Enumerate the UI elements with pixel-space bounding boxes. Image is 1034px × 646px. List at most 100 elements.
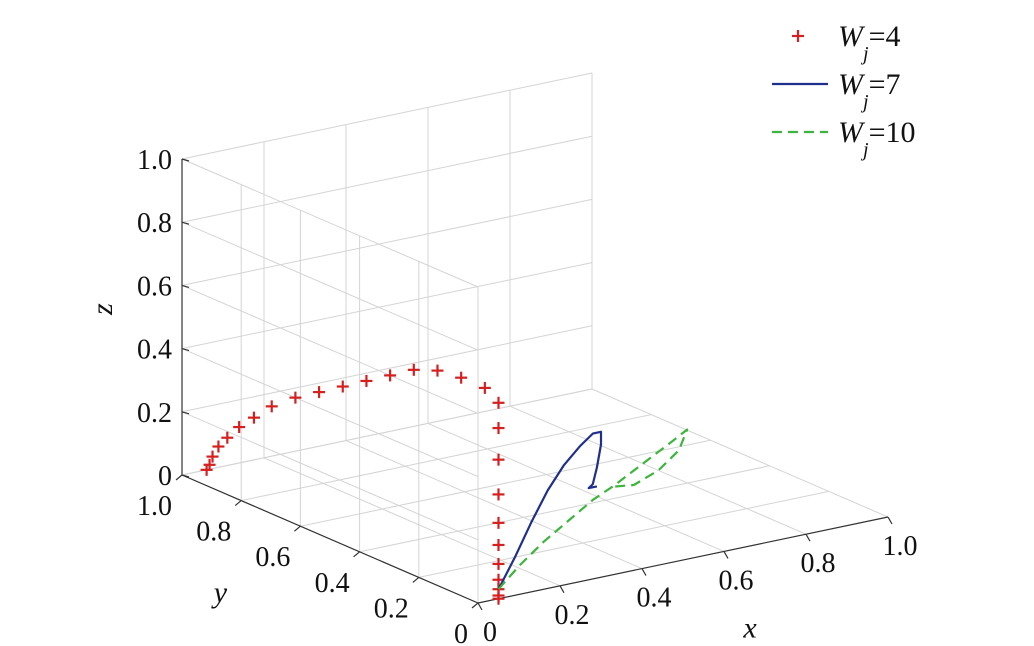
gridline [359,465,770,553]
legend-label: Wj=10 [838,116,915,161]
data-point-plus [492,488,505,501]
y-tick-label: 0 [454,619,468,646]
tick-labels: 0000.20.20.20.40.40.40.60.60.60.80.80.81… [86,145,918,646]
data-point-plus [478,381,491,394]
z-tick-label: 0.4 [137,335,172,366]
gridline [181,72,593,160]
x-axis-label: x [742,611,757,644]
gridline [509,405,807,535]
z-tick-mark [181,158,190,162]
x-tick-mark [641,568,647,576]
legend-entry-1: Wj=4 [792,20,900,65]
series-2 [497,430,603,590]
z-tick-label: 1.0 [137,145,172,176]
y-axis-label: y [211,576,228,609]
data-point-plus [455,371,468,384]
series-1 [200,363,505,605]
legend-entry-2: Wj=7 [772,68,900,113]
axis-layer [175,158,893,611]
data-point-plus [492,538,505,551]
legend-entry-3: Wj=10 [772,116,915,161]
data-point-plus [265,400,278,413]
x-tick-mark [887,516,893,525]
y-tick-mark [471,602,479,609]
x-tick-mark [723,551,729,559]
data-point-plus [384,369,397,382]
x-tick-label: 0.6 [719,565,754,596]
data-point-plus [492,557,505,570]
y-tick-label: 0.2 [374,593,409,624]
gridline [181,348,479,478]
data-point-plus [206,450,219,463]
data-point-plus [431,364,444,377]
gridline [181,198,593,286]
y-tick-label: 0.8 [196,517,231,548]
x-tick-mark [559,585,565,594]
gridline [427,422,725,552]
data-point-plus [289,391,302,404]
y-tick-label: 0.6 [255,542,290,573]
data-point-plus [407,363,420,376]
data-point-plus [492,592,505,605]
series-line [497,428,689,590]
z-tick-mark [181,221,190,225]
legend-label: Wj=7 [838,68,900,113]
gridline [181,325,593,413]
y-tick-mark [353,551,360,558]
x-tick-label: 1.0 [883,531,918,562]
y-tick-mark [234,500,242,507]
data-point-plus [492,453,505,466]
y-tick-mark [412,576,420,583]
gridline [591,388,889,518]
z-axis-label: z [86,303,119,316]
series-line [497,430,603,590]
y-axis-line [181,474,479,604]
legend: Wj=4Wj=7Wj=10 [772,20,915,161]
z-tick-mark [181,474,190,478]
x-tick-label: 0.2 [555,600,590,631]
grid-layer [181,72,889,604]
data-point-plus [336,380,349,393]
x-tick-label: 0 [483,617,497,646]
z-tick-mark [181,411,190,415]
data-point-plus [212,440,225,453]
gridline [181,262,593,350]
data-point-plus [360,374,373,387]
data-point-plus [492,516,505,529]
legend-label: Wj=4 [838,20,900,65]
x-tick-label: 0.4 [637,583,672,614]
gridline [181,284,479,414]
gridline [181,158,479,288]
data-point-plus [200,463,213,476]
x-tick-label: 0.8 [801,548,836,579]
z-tick-label: 0 [158,461,172,492]
series-3 [497,428,689,590]
gridline [300,439,711,527]
y-tick-mark [294,525,301,532]
x-tick-mark [477,602,483,611]
data-point-plus [247,411,260,424]
z-tick-label: 0.6 [137,271,172,302]
gridline [241,414,652,502]
gridline [181,135,593,223]
gridline [181,411,479,541]
gridline [263,457,561,587]
x-axis-line [477,516,889,604]
data-point-plus [492,422,505,435]
gridline [181,388,593,476]
y-tick-label: 1.0 [137,491,172,522]
z-tick-label: 0.8 [137,208,172,239]
y-tick-mark [175,474,183,481]
series-layer [200,363,689,605]
z-tick-label: 0.2 [137,398,172,429]
x-tick-mark [805,533,811,542]
data-point-plus [233,421,246,434]
gridline [181,221,479,351]
z-tick-mark [181,348,190,352]
data-point-plus [492,396,505,409]
y-tick-label: 0.4 [315,568,350,599]
data-point-plus [221,431,234,444]
data-point-plus [313,386,326,399]
